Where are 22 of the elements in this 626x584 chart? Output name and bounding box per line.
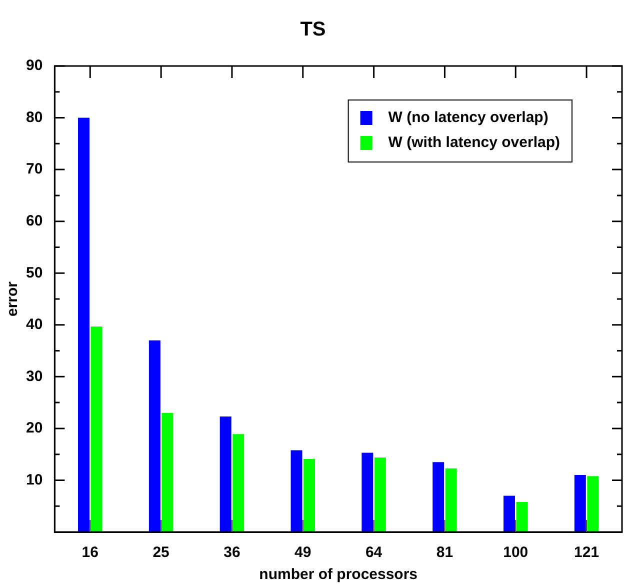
x-tick-label: 16	[82, 544, 98, 562]
y-axis-title: error	[4, 281, 22, 317]
chart-title: TS	[300, 18, 326, 41]
x-tick-label: 25	[152, 544, 170, 562]
y-tick-label: 70	[26, 160, 43, 178]
x-tick-label: 121	[574, 544, 600, 562]
y-tick-label: 40	[26, 316, 43, 334]
y-tick-label: 30	[26, 368, 43, 385]
y-tick-label: 80	[26, 108, 43, 126]
x-tick-label: 81	[436, 544, 454, 562]
x-tick-label: 49	[294, 544, 312, 562]
legend-label: W (with latency overlap)	[388, 134, 560, 152]
y-tick-label: 60	[26, 212, 43, 230]
legend-label: W (no latency overlap)	[388, 109, 548, 126]
y-tick-label: 90	[26, 57, 43, 74]
x-axis-title: number of processors	[259, 566, 418, 584]
y-tick-label: 20	[26, 420, 43, 437]
x-tick-label: 100	[503, 544, 528, 562]
x-tick-label: 64	[365, 544, 383, 562]
y-tick-label: 10	[26, 471, 43, 488]
x-tick-label: 36	[224, 544, 240, 562]
y-tick-label: 50	[26, 264, 43, 282]
